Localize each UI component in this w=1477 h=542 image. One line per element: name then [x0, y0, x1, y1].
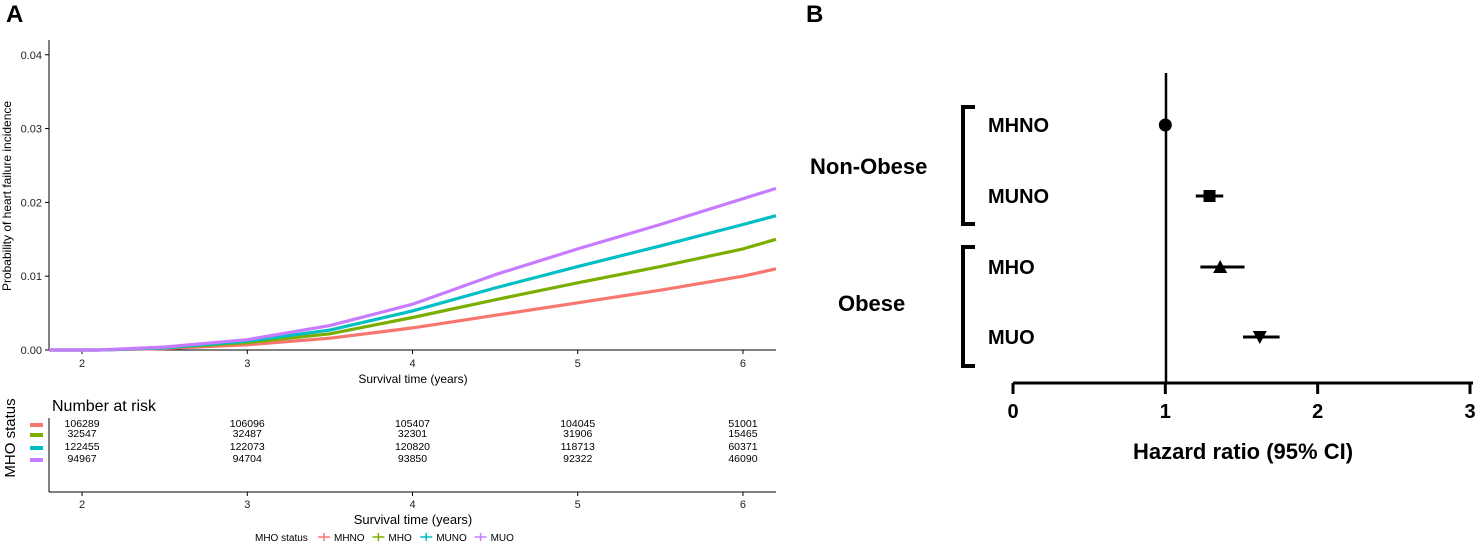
forest-row-label-muo: MUO [988, 327, 1035, 349]
km-x-tick-label: 5 [575, 358, 581, 370]
km-x-tick-label: 4 [409, 358, 415, 370]
km-x-ticks: 2 3 4 5 6 [79, 350, 746, 370]
km-plot: 0.00 0.01 0.02 0.03 0.04 2 3 4 5 6 Survival time… [0, 40, 777, 386]
risk-cell: 46090 [728, 453, 757, 465]
km-y-ticks: 0.00 0.01 0.02 0.03 0.04 [21, 50, 49, 357]
forest-x-tick-label: 0 [1007, 401, 1018, 423]
forest-bracket-obese [961, 245, 975, 368]
km-line-muo [49, 186, 777, 352]
risk-x-tick-label: 2 [79, 499, 85, 511]
km-line-muno [49, 214, 777, 352]
forest-groups: Non-Obese Obese [810, 105, 975, 368]
legend-label-mho: MHO [388, 533, 412, 542]
km-x-title: Survival time (years) [358, 372, 467, 386]
km-y-tick-label: 0.00 [21, 345, 42, 357]
km-x-tick-label: 2 [79, 358, 85, 370]
risk-x-tick-label: 6 [740, 499, 746, 511]
risk-cell: 32301 [398, 428, 427, 440]
forest-point-muno [1203, 190, 1216, 202]
km-y-tick-label: 0.02 [21, 197, 42, 209]
risk-cell: 120820 [395, 441, 430, 453]
legend-items: MHNO MHO MUNO MUO [318, 533, 514, 542]
legend-label-muo: MUO [491, 533, 515, 542]
forest-row-label-muno: MUNO [988, 186, 1049, 208]
legend-label-mhno: MHNO [334, 533, 365, 542]
risk-row-swatch-muo [30, 458, 43, 462]
risk-row-swatch-mho [30, 433, 43, 437]
km-y-tick-label: 0.03 [21, 124, 42, 136]
forest-x-tick-label: 3 [1464, 401, 1475, 423]
km-y-tick-label: 0.01 [21, 271, 42, 283]
forest-x-tick-label: 2 [1312, 401, 1323, 423]
risk-cell: 60371 [728, 441, 757, 453]
risk-x-tick-label: 5 [575, 499, 581, 511]
forest-row-label-mhno: MHNO [988, 115, 1049, 137]
km-line-mho [49, 237, 777, 352]
risk-cell: 105407 [395, 418, 430, 430]
risk-row-swatch-muno [30, 446, 43, 450]
risk-table: Number at risk MHO status 106289 106096 10… [2, 398, 776, 527]
km-series [49, 186, 777, 352]
forest-point-muo [1252, 331, 1267, 344]
forest-row-label-mho: MHO [988, 257, 1035, 279]
risk-cell: 92322 [563, 453, 592, 465]
forest-group-non-obese: Non-Obese [810, 154, 927, 179]
risk-x-title: Survival time (years) [354, 512, 472, 527]
risk-cell: 31906 [563, 428, 592, 440]
forest-plot: 0 1 2 3 MHNO MUNO MHO MUO Non-Obese Obese Hazar… [810, 73, 1476, 464]
risk-cell: 118713 [561, 441, 595, 453]
km-x-tick-label: 3 [244, 358, 250, 370]
risk-cell: 106096 [230, 418, 265, 430]
forest-point-mhno [1158, 118, 1172, 132]
risk-row-swatch-mhno [30, 423, 43, 427]
forest-x-ticks: 0 1 2 3 [1007, 383, 1476, 423]
risk-table-title: Number at risk [52, 398, 157, 415]
risk-table-rows: 106289 106096 105407 104045 51001 32547 32487 3… [30, 418, 758, 465]
km-y-title: Probability of heart failure incidence [0, 101, 14, 291]
forest-bracket-non-obese [961, 105, 975, 226]
forest-point-mho [1213, 260, 1228, 273]
km-y-tick-label: 0.04 [21, 50, 42, 62]
km-legend: MHO status MHNO MHO MUNO MUO [255, 533, 514, 542]
legend-label-muno: MUNO [436, 533, 467, 542]
risk-cell: 93850 [398, 453, 427, 465]
risk-cell: 122073 [230, 441, 265, 453]
risk-cell: 51001 [728, 418, 757, 430]
risk-x-tick-label: 3 [244, 499, 250, 511]
legend-title: MHO status [255, 533, 308, 542]
panel-label-a: A [6, 1, 23, 28]
risk-cell: 104045 [560, 418, 595, 430]
forest-group-obese: Obese [838, 291, 905, 316]
risk-cell: 106289 [65, 418, 100, 430]
km-x-tick-label: 6 [740, 358, 746, 370]
forest-rows: MHNO MUNO MHO MUO [988, 115, 1280, 349]
risk-cell: 94704 [233, 453, 262, 465]
risk-cell: 32547 [67, 428, 96, 440]
risk-x-ticks: 2 3 4 5 6 [79, 492, 746, 511]
panel-label-b: B [806, 1, 823, 28]
risk-cell: 15465 [728, 428, 757, 440]
risk-cell: 32487 [233, 428, 262, 440]
risk-cell: 122455 [65, 441, 100, 453]
risk-table-y-title: MHO status [2, 398, 19, 477]
forest-x-tick-label: 1 [1160, 401, 1171, 423]
risk-x-tick-label: 4 [409, 499, 415, 511]
risk-cell: 94967 [67, 453, 96, 465]
forest-x-title: Hazard ratio (95% CI) [1133, 439, 1353, 464]
